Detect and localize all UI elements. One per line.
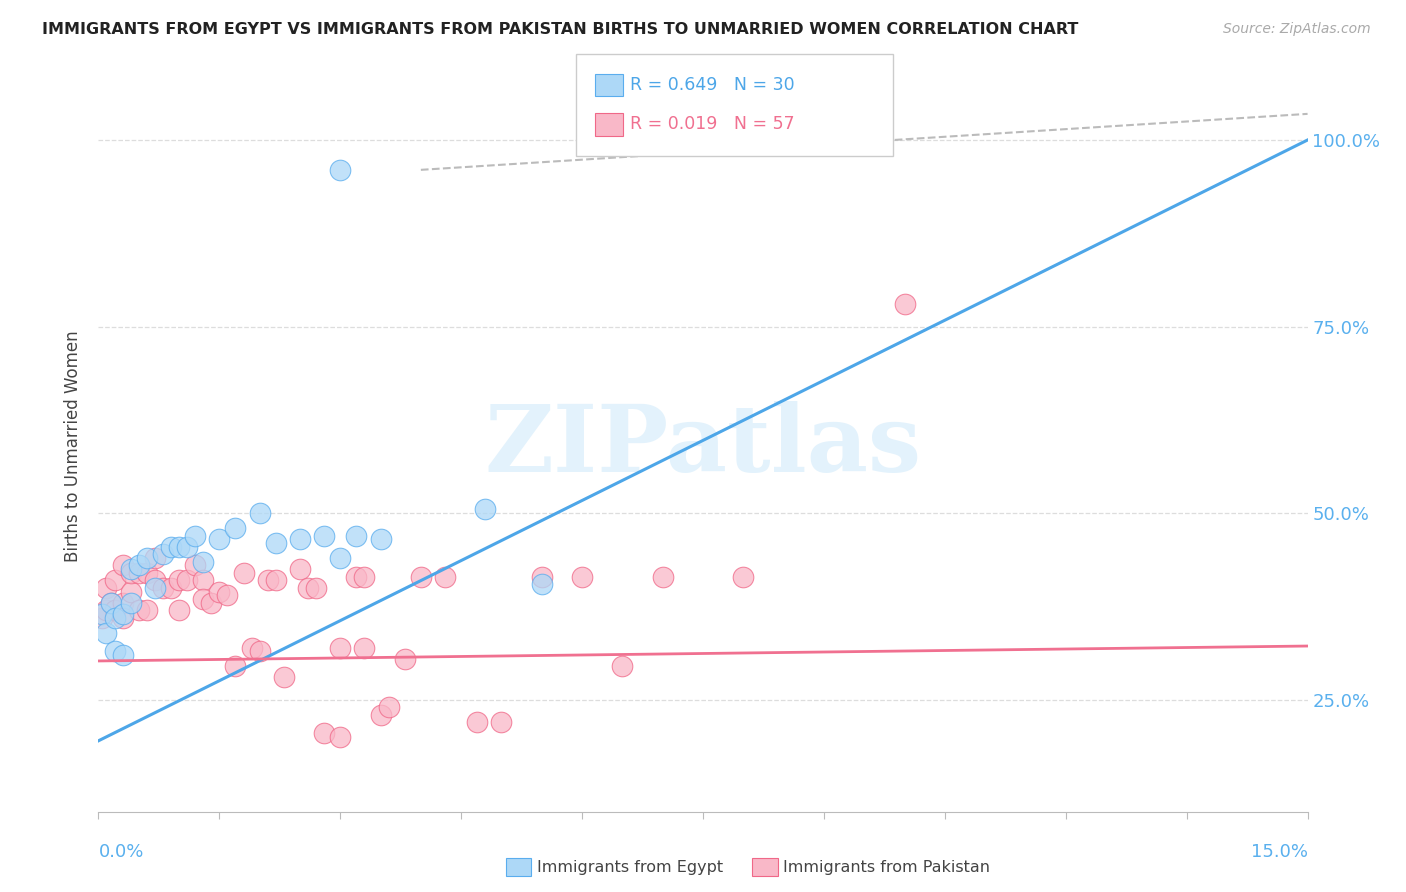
- Point: [344, 528, 367, 542]
- Point: [103, 644, 125, 658]
- Point: [135, 603, 157, 617]
- Point: [128, 558, 150, 573]
- Point: [160, 581, 183, 595]
- Point: [128, 603, 150, 617]
- Point: [249, 644, 271, 658]
- Point: [128, 566, 150, 580]
- Point: [100, 596, 122, 610]
- Point: [103, 574, 125, 588]
- Point: [571, 569, 593, 583]
- Point: [193, 574, 215, 588]
- Point: [329, 162, 352, 177]
- Point: [120, 596, 142, 610]
- Point: [893, 297, 915, 311]
- Point: [167, 540, 190, 554]
- Point: [491, 715, 513, 730]
- Point: [135, 551, 157, 566]
- Point: [409, 569, 432, 583]
- Point: [135, 566, 157, 580]
- Point: [273, 670, 295, 684]
- Text: 0.0%: 0.0%: [98, 843, 143, 861]
- Point: [249, 506, 271, 520]
- Point: [314, 528, 336, 542]
- Point: [103, 603, 125, 617]
- Point: [111, 610, 134, 624]
- Point: [612, 659, 634, 673]
- Point: [329, 640, 352, 655]
- Text: IMMIGRANTS FROM EGYPT VS IMMIGRANTS FROM PAKISTAN BIRTHS TO UNMARRIED WOMEN CORR: IMMIGRANTS FROM EGYPT VS IMMIGRANTS FROM…: [42, 22, 1078, 37]
- Point: [224, 521, 246, 535]
- Text: 15.0%: 15.0%: [1250, 843, 1308, 861]
- Point: [305, 581, 328, 595]
- Point: [160, 540, 183, 554]
- Point: [370, 707, 392, 722]
- Point: [111, 648, 134, 662]
- Point: [329, 730, 352, 744]
- Point: [353, 569, 375, 583]
- Point: [111, 596, 134, 610]
- Point: [111, 607, 134, 621]
- Point: [200, 596, 222, 610]
- Point: [651, 569, 673, 583]
- Point: [394, 651, 416, 665]
- Point: [152, 547, 174, 561]
- Point: [264, 574, 287, 588]
- Point: [370, 533, 392, 547]
- Point: [530, 577, 553, 591]
- Y-axis label: Births to Unmarried Women: Births to Unmarried Women: [65, 330, 83, 562]
- Point: [176, 540, 198, 554]
- Point: [167, 574, 190, 588]
- Point: [120, 584, 142, 599]
- Point: [96, 581, 118, 595]
- Point: [143, 551, 166, 566]
- Point: [208, 584, 231, 599]
- Point: [353, 640, 375, 655]
- Point: [120, 562, 142, 576]
- Point: [91, 607, 114, 621]
- Point: [240, 640, 263, 655]
- Point: [111, 558, 134, 573]
- Point: [434, 569, 457, 583]
- Point: [344, 569, 367, 583]
- Point: [530, 569, 553, 583]
- Point: [224, 659, 246, 673]
- Point: [733, 569, 755, 583]
- Point: [193, 555, 215, 569]
- Text: ZIPatlas: ZIPatlas: [485, 401, 921, 491]
- Point: [103, 610, 125, 624]
- Text: Immigrants from Pakistan: Immigrants from Pakistan: [783, 860, 990, 874]
- Point: [96, 603, 118, 617]
- Point: [264, 536, 287, 550]
- Point: [208, 533, 231, 547]
- Point: [143, 581, 166, 595]
- Point: [176, 574, 198, 588]
- Point: [120, 566, 142, 580]
- Text: Immigrants from Egypt: Immigrants from Egypt: [537, 860, 723, 874]
- Point: [329, 551, 352, 566]
- Point: [167, 603, 190, 617]
- Point: [288, 533, 311, 547]
- Point: [193, 592, 215, 607]
- Point: [314, 726, 336, 740]
- Point: [184, 558, 207, 573]
- Text: Source: ZipAtlas.com: Source: ZipAtlas.com: [1223, 22, 1371, 37]
- Text: R = 0.019   N = 57: R = 0.019 N = 57: [630, 115, 794, 133]
- Point: [288, 562, 311, 576]
- Point: [91, 610, 114, 624]
- Point: [465, 715, 488, 730]
- Point: [217, 588, 239, 602]
- Point: [297, 581, 319, 595]
- Text: R = 0.649   N = 30: R = 0.649 N = 30: [630, 76, 794, 94]
- Point: [256, 574, 278, 588]
- Point: [184, 528, 207, 542]
- Point: [96, 625, 118, 640]
- Point: [152, 581, 174, 595]
- Point: [143, 574, 166, 588]
- Point: [377, 700, 399, 714]
- Point: [474, 502, 496, 516]
- Point: [232, 566, 254, 580]
- Point: [100, 596, 122, 610]
